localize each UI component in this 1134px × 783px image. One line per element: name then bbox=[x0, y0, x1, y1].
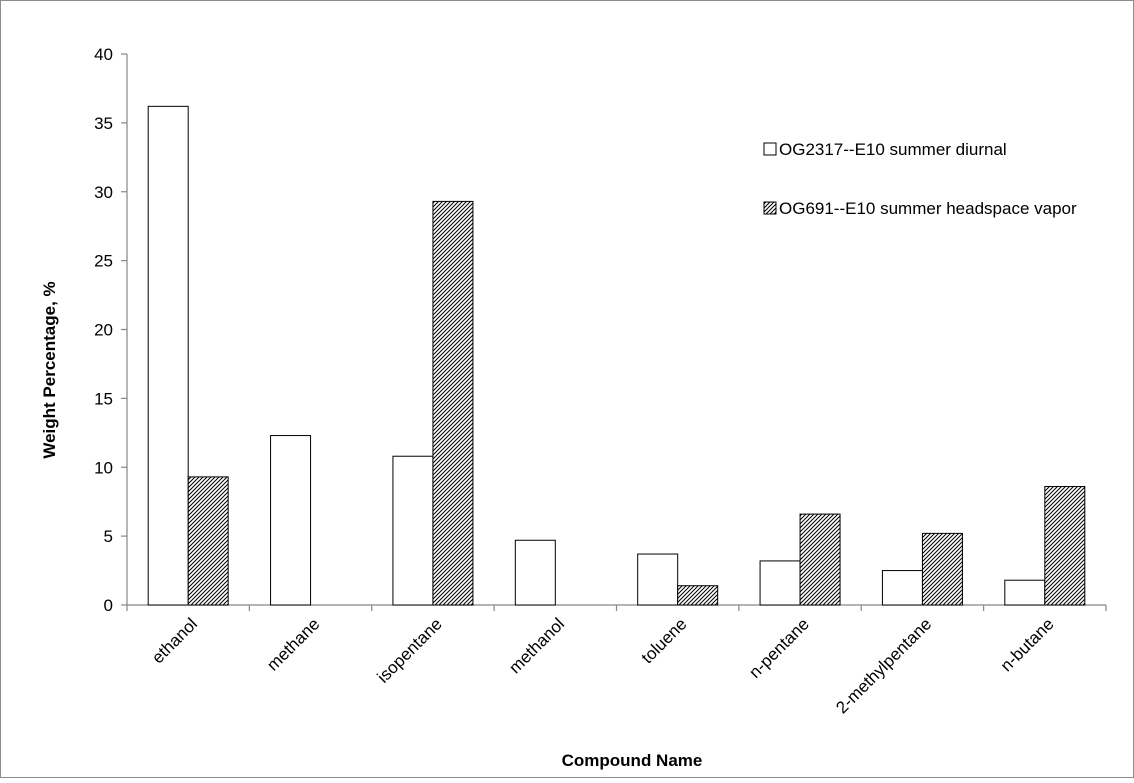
bar-og2317-2-methylpentane bbox=[881, 570, 923, 606]
legend-swatch bbox=[763, 142, 777, 156]
x-axis-title: Compound Name bbox=[562, 751, 703, 770]
bar-og691-2-methylpentane bbox=[921, 532, 963, 606]
bars bbox=[147, 105, 1086, 606]
bar-og691-toluene bbox=[677, 585, 719, 606]
bar-og2317-methanol bbox=[514, 539, 556, 606]
y-tick-label: 30 bbox=[94, 183, 113, 202]
bar-og2317-isopentane bbox=[392, 455, 434, 606]
legend-swatch bbox=[763, 201, 777, 215]
bar-og2317-methane bbox=[270, 435, 312, 606]
legend-label: OG691--E10 summer headspace vapor bbox=[779, 199, 1077, 218]
bar-og2317-ethanol bbox=[147, 105, 189, 606]
bar-og691-ethanol bbox=[187, 476, 229, 606]
y-tick-label: 5 bbox=[104, 527, 113, 546]
y-tick-label: 40 bbox=[94, 45, 113, 64]
y-tick-label: 0 bbox=[104, 596, 113, 615]
bar-og2317-n-pentane bbox=[759, 560, 801, 606]
y-tick-label: 25 bbox=[94, 252, 113, 271]
y-tick-label: 10 bbox=[94, 458, 113, 477]
y-axis-title: Weight Percentage, % bbox=[40, 281, 59, 458]
bar-og2317-toluene bbox=[637, 553, 679, 606]
y-tick-label: 35 bbox=[94, 114, 113, 133]
y-tick-label: 20 bbox=[94, 321, 113, 340]
bar-og2317-n-butane bbox=[1004, 579, 1046, 606]
bar-og691-n-pentane bbox=[799, 513, 841, 606]
legend-label: OG2317--E10 summer diurnal bbox=[779, 140, 1007, 159]
y-tick-label: 15 bbox=[94, 389, 113, 408]
bar-og691-n-butane bbox=[1044, 486, 1086, 606]
legend: OG2317--E10 summer diurnal OG691--E10 sum… bbox=[763, 140, 1077, 218]
bar-og691-isopentane bbox=[432, 200, 474, 606]
